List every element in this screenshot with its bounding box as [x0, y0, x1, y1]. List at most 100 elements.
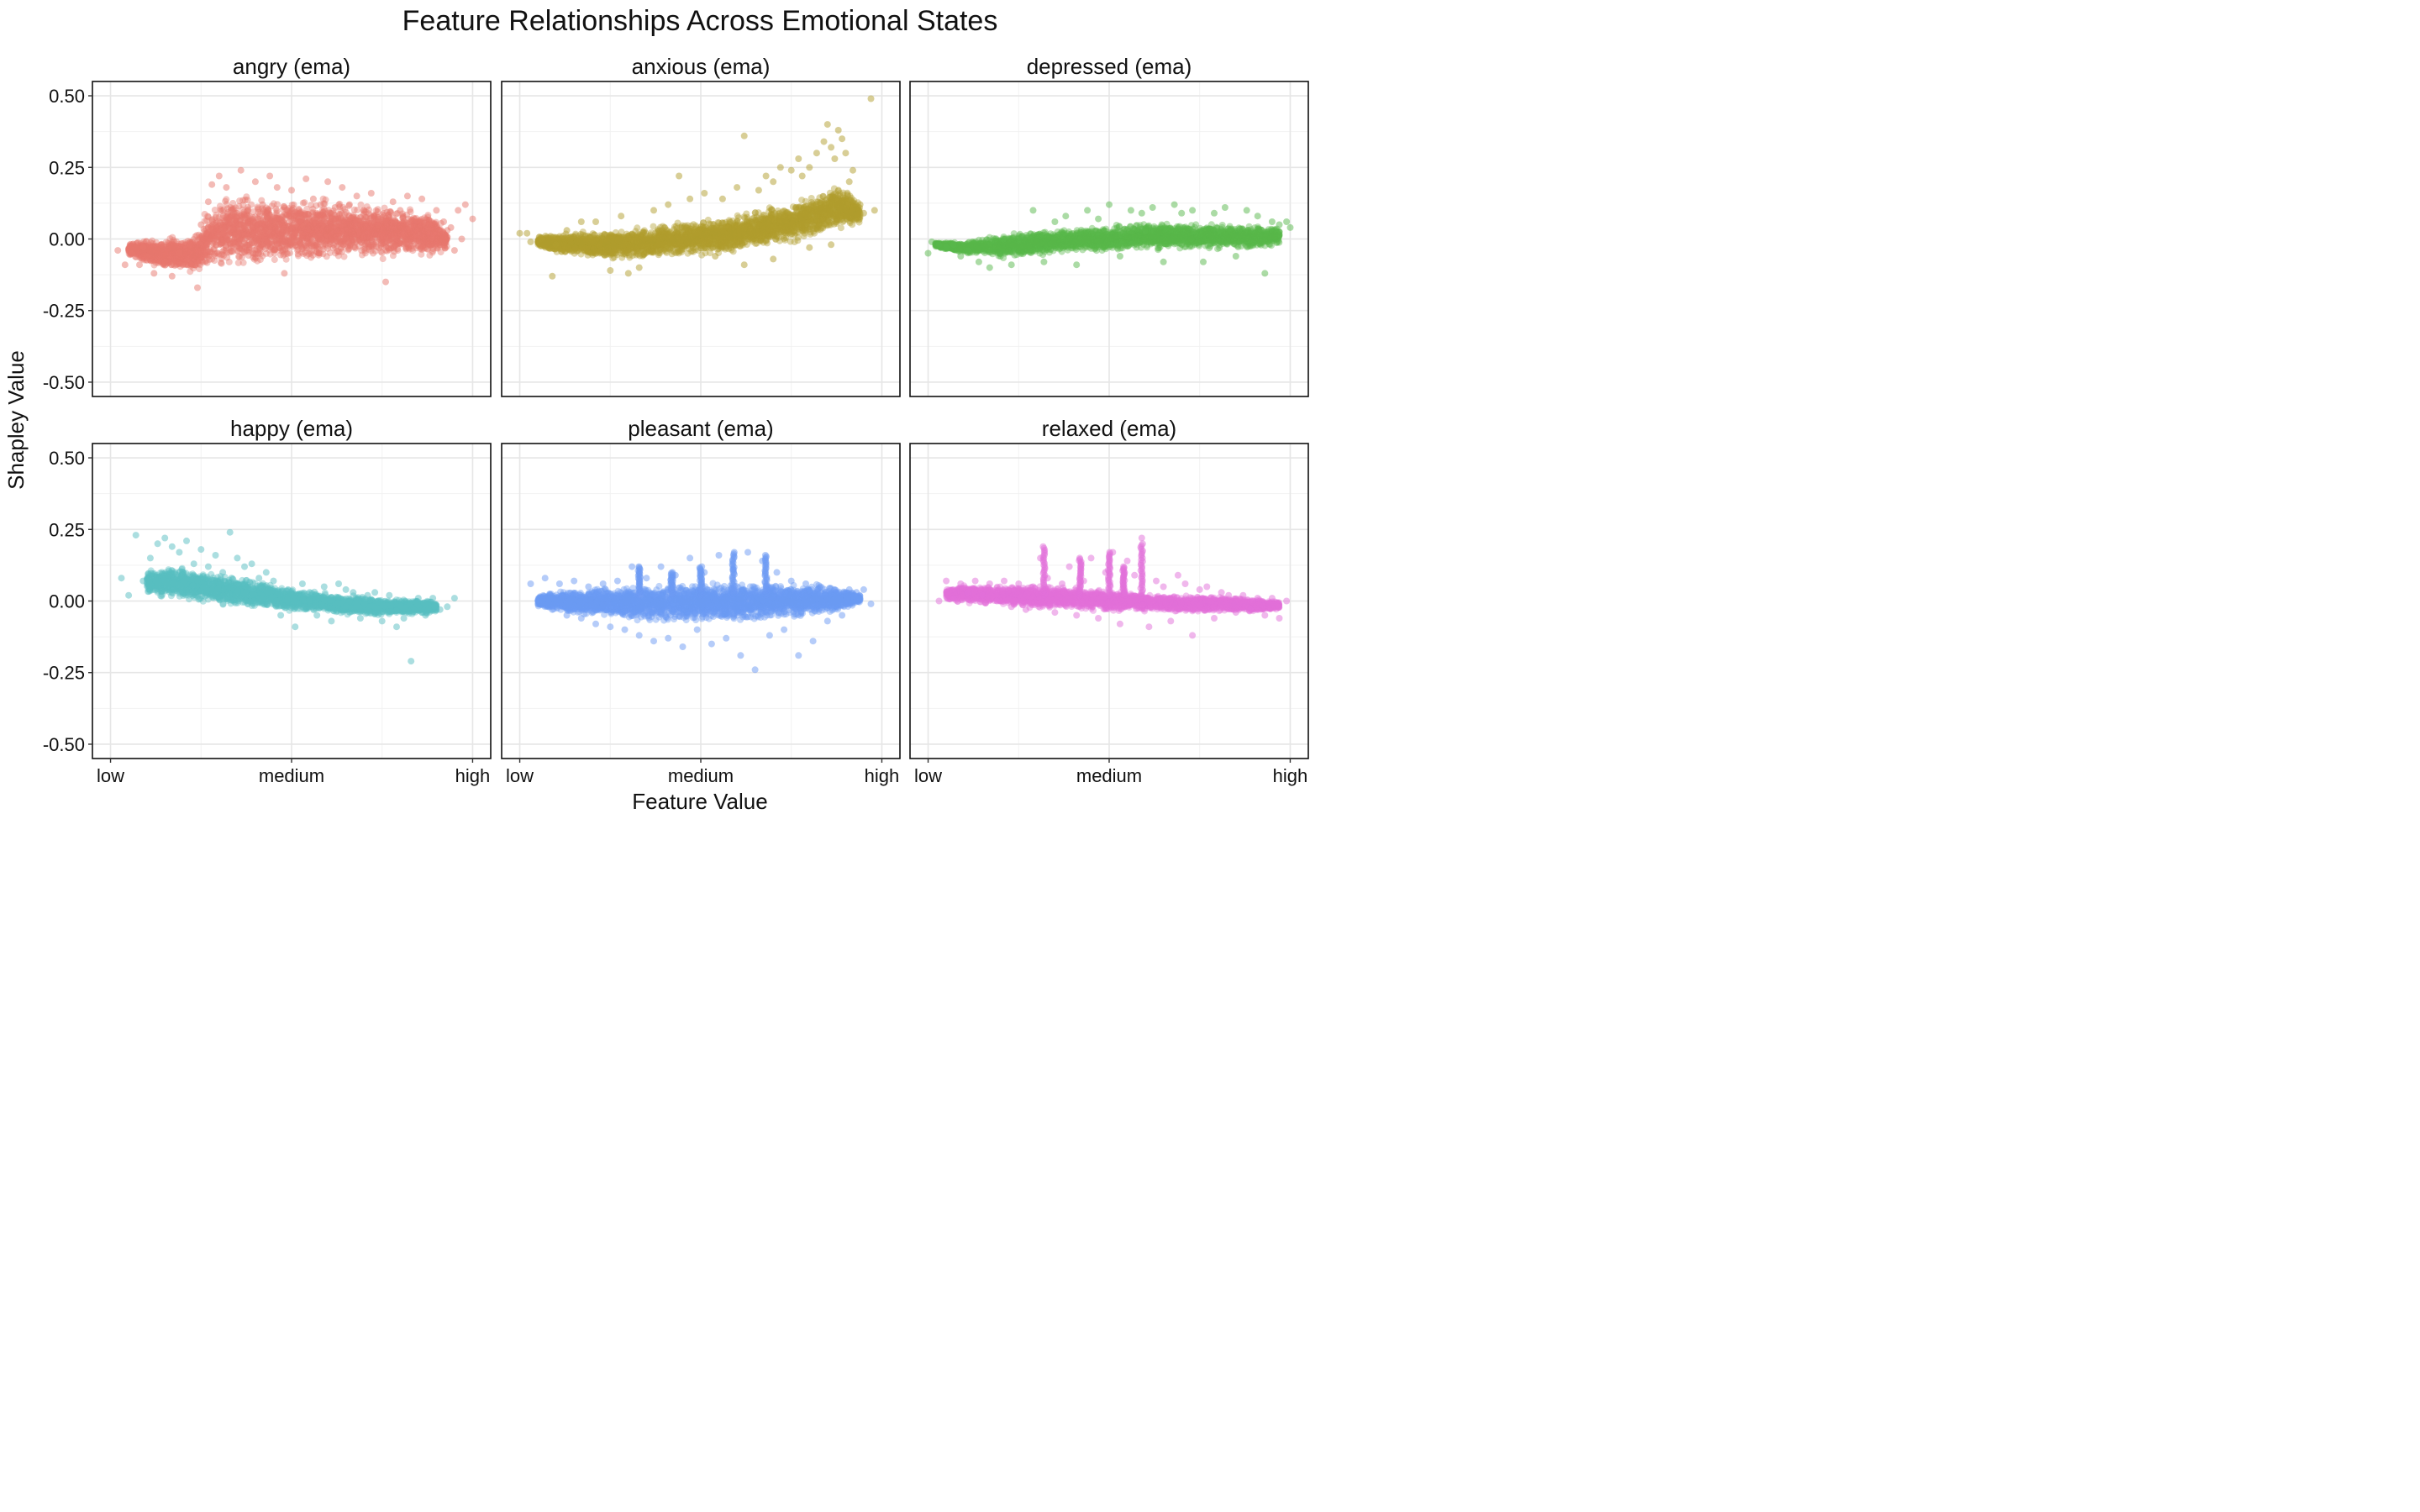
point [246, 241, 254, 248]
point [145, 246, 153, 254]
point [134, 246, 141, 254]
point [391, 217, 398, 224]
point [346, 242, 354, 249]
point [374, 208, 381, 215]
point [218, 260, 225, 267]
point [440, 233, 447, 240]
point [264, 207, 271, 215]
point [271, 232, 279, 239]
point [335, 249, 343, 256]
point [218, 239, 226, 246]
point [281, 235, 288, 243]
point [285, 237, 292, 244]
point [217, 236, 224, 243]
point [227, 243, 234, 250]
point [346, 222, 353, 229]
point [440, 242, 448, 249]
point [326, 236, 333, 243]
point [195, 231, 203, 239]
point [254, 257, 261, 265]
point [201, 251, 208, 259]
point [387, 231, 395, 239]
point [164, 246, 171, 254]
point [266, 240, 273, 247]
point [351, 231, 359, 239]
point [421, 228, 429, 235]
point [197, 261, 204, 269]
point [211, 235, 218, 242]
point [305, 231, 313, 239]
point [277, 238, 285, 245]
point [286, 222, 292, 229]
point [262, 210, 270, 218]
point [245, 218, 253, 225]
point [187, 257, 194, 265]
point [300, 224, 308, 232]
data-point [302, 175, 310, 182]
point [210, 236, 218, 244]
point [334, 237, 341, 244]
point [381, 241, 388, 249]
point [350, 231, 358, 239]
point [319, 241, 327, 249]
point [222, 242, 229, 249]
point [264, 233, 271, 240]
point [372, 234, 380, 241]
point [255, 237, 263, 244]
point [320, 222, 327, 229]
point [332, 233, 339, 240]
point [168, 261, 176, 269]
point [381, 228, 389, 235]
point [174, 260, 181, 268]
point [381, 230, 389, 238]
point [226, 220, 233, 228]
point [186, 250, 193, 258]
point [225, 237, 233, 244]
point [287, 216, 295, 223]
point [194, 256, 202, 264]
point [315, 230, 323, 238]
point [233, 239, 240, 246]
point [301, 216, 308, 223]
point [254, 205, 261, 213]
point [399, 223, 407, 231]
point [194, 238, 202, 245]
point [129, 240, 137, 248]
point [234, 259, 242, 266]
point [290, 213, 297, 220]
point [360, 231, 368, 239]
point [380, 223, 387, 231]
point [203, 239, 211, 246]
point [339, 225, 346, 233]
point [127, 240, 134, 248]
point [396, 222, 403, 228]
point [199, 235, 207, 243]
point [327, 231, 334, 239]
point [262, 217, 270, 224]
point [256, 234, 264, 241]
point [311, 212, 318, 218]
point [171, 243, 179, 250]
point [222, 233, 229, 240]
point [203, 244, 210, 251]
point [265, 217, 271, 224]
point [262, 222, 270, 229]
point [404, 241, 412, 248]
point [292, 229, 299, 237]
point [324, 224, 331, 232]
point [337, 239, 345, 246]
point [168, 246, 175, 254]
point [287, 207, 294, 214]
point [436, 239, 444, 246]
point [390, 243, 397, 250]
point [441, 244, 449, 252]
point [322, 196, 329, 203]
point [211, 207, 218, 213]
point [173, 255, 181, 262]
point [360, 225, 367, 233]
point [171, 244, 178, 252]
point [347, 233, 355, 240]
panel-anxious-ema: anxious (ema) [501, 54, 901, 397]
point [439, 233, 446, 240]
point [425, 230, 433, 238]
